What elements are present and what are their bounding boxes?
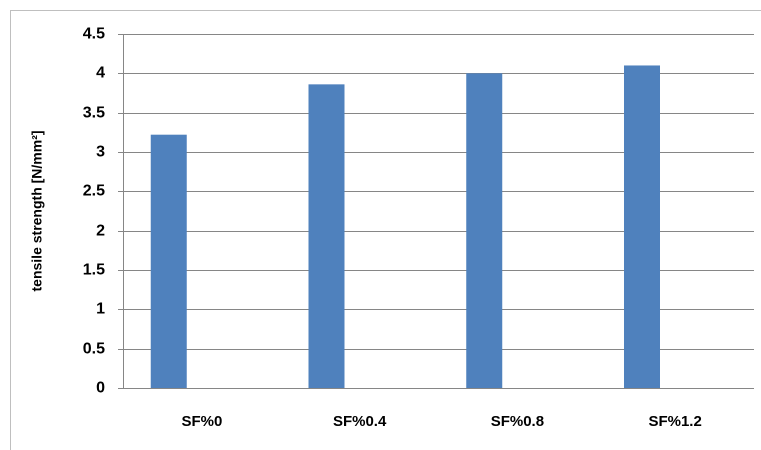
y-tick-label: 3.5: [83, 105, 105, 122]
x-tick-label: SF%0.8: [491, 413, 544, 430]
y-tick-label: 2: [96, 223, 105, 240]
y-tick-label: 0.5: [83, 341, 105, 358]
y-tick-label: 0: [96, 380, 105, 397]
y-tick-label: 4.5: [83, 26, 105, 43]
y-axis-label: tensile strength [N/mm²]: [29, 130, 45, 291]
x-tick-label: SF%0.4: [333, 413, 387, 430]
y-tick-label: 3: [96, 144, 105, 161]
x-tick-label: SF%0: [181, 413, 222, 430]
bar: [623, 65, 660, 388]
x-tick-label: SF%1.2: [648, 413, 701, 430]
y-tick-label: 4: [96, 65, 105, 82]
bar: [150, 134, 187, 388]
y-tick-label: 1: [96, 301, 105, 318]
y-tick-label: 2.5: [83, 183, 105, 200]
y-tick-label: 1.5: [83, 262, 105, 279]
bar: [308, 84, 345, 388]
bar: [466, 73, 503, 388]
